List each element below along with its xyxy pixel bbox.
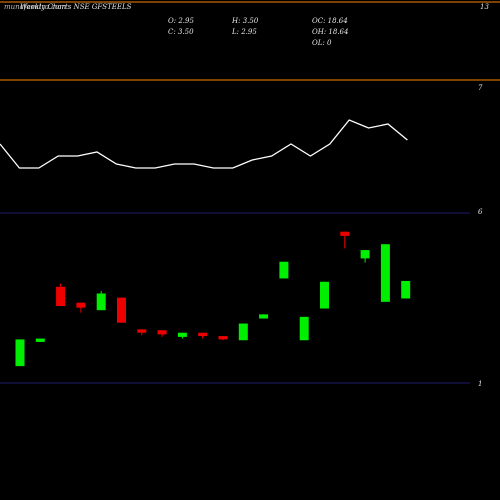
- candle-body: [299, 316, 309, 341]
- ohlc-high: H: 3.50: [231, 17, 259, 25]
- ohlc-oh: OH: 18.64: [312, 28, 348, 36]
- candle-body: [380, 244, 390, 302]
- candle-body: [218, 336, 228, 340]
- ohlc-open: O: 2.95: [168, 17, 194, 25]
- candle-body: [340, 231, 350, 236]
- candle-body: [76, 302, 86, 308]
- candle-body: [320, 281, 329, 309]
- candle-body: [117, 297, 126, 323]
- candle-body: [198, 332, 208, 337]
- ohlc-low: L: 2.95: [231, 28, 257, 36]
- top-right-value: 13: [480, 3, 489, 11]
- lower-axis-tick-label-top: 6: [478, 208, 483, 216]
- candle-body: [177, 332, 187, 337]
- ohlc-oc: OC: 18.64: [312, 17, 348, 25]
- candle-body: [56, 286, 66, 307]
- candle-body: [96, 293, 106, 311]
- candle-body: [360, 250, 370, 259]
- lower-axis-tick-label-bottom: 1: [478, 380, 482, 388]
- upper-axis-tick-label: 7: [478, 84, 483, 92]
- line-series: [0, 119, 408, 169]
- ohlc-ol: OL: 0: [312, 39, 332, 47]
- ohlc-close: C: 3.50: [168, 28, 194, 36]
- candle-body: [401, 280, 411, 299]
- candle-body: [238, 323, 248, 341]
- candle-body: [279, 261, 289, 279]
- site-watermark: munafasutra.com: [4, 3, 66, 11]
- chart-title: Weekly Charts NSE GFSTEELS: [20, 3, 132, 11]
- candle-body: [137, 329, 147, 333]
- candlestick-series-layer: [15, 231, 411, 367]
- candle-body: [15, 339, 25, 367]
- candle-body: [35, 338, 45, 342]
- line-series-layer: [0, 119, 408, 169]
- candle-body: [259, 314, 269, 319]
- candle-body: [157, 330, 167, 335]
